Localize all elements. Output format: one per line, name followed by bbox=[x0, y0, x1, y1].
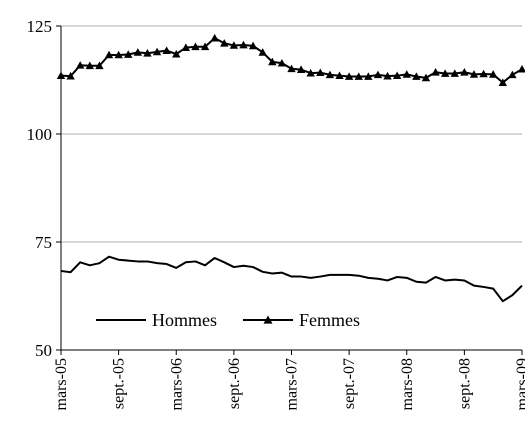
point-femmes bbox=[162, 46, 171, 54]
x-axis-tick-labels: mars-05 sept.-05 mars-06 sept.-06 mars-07 sep… bbox=[53, 358, 525, 410]
point-femmes bbox=[229, 41, 239, 49]
point-femmes bbox=[248, 41, 258, 50]
point-femmes bbox=[181, 43, 191, 51]
point-femmes bbox=[402, 70, 411, 78]
point-femmes bbox=[239, 40, 248, 49]
point-femmes bbox=[191, 42, 200, 51]
x-tick-label: sept.-06 bbox=[226, 358, 243, 409]
gridlines bbox=[61, 25, 522, 243]
point-femmes bbox=[488, 70, 498, 78]
legend-label-femmes: Femmes bbox=[299, 310, 360, 330]
legend-marker-femmes bbox=[263, 315, 273, 324]
x-tick-label: sept.-05 bbox=[111, 358, 128, 409]
point-femmes bbox=[133, 48, 143, 56]
point-femmes bbox=[85, 61, 95, 70]
point-femmes bbox=[344, 72, 354, 80]
point-femmes bbox=[383, 71, 392, 80]
legend-label-hommes: Hommes bbox=[152, 310, 217, 330]
point-femmes bbox=[287, 64, 296, 73]
point-femmes bbox=[431, 68, 440, 76]
point-femmes bbox=[277, 58, 287, 67]
series-line-hommes bbox=[60, 255, 523, 303]
axes bbox=[56, 25, 523, 355]
point-femmes bbox=[517, 65, 525, 73]
x-tick-label: mars-09 bbox=[514, 358, 525, 410]
point-femmes bbox=[66, 71, 75, 80]
point-femmes bbox=[95, 61, 104, 70]
point-femmes bbox=[325, 70, 335, 79]
point-femmes bbox=[498, 78, 507, 86]
point-femmes bbox=[440, 69, 450, 77]
point-femmes bbox=[268, 57, 277, 66]
point-femmes bbox=[210, 33, 219, 42]
point-femmes bbox=[200, 42, 210, 51]
x-tick-label: mars-05 bbox=[53, 358, 70, 410]
x-tick-label: sept.-07 bbox=[341, 358, 358, 409]
series-layer bbox=[56, 33, 525, 303]
point-femmes bbox=[76, 61, 85, 69]
point-femmes bbox=[469, 70, 479, 78]
point-femmes bbox=[114, 50, 123, 59]
x-tick-label: mars-06 bbox=[168, 358, 185, 410]
point-femmes bbox=[172, 49, 181, 58]
point-femmes bbox=[152, 47, 162, 56]
y-tick-label: 100 bbox=[27, 125, 53, 144]
point-femmes bbox=[104, 50, 114, 59]
point-femmes bbox=[392, 71, 402, 80]
x-tick-label: mars-07 bbox=[284, 358, 301, 410]
x-tick-label: sept.-08 bbox=[456, 358, 473, 409]
point-femmes bbox=[220, 39, 229, 47]
point-femmes bbox=[143, 49, 152, 57]
point-femmes bbox=[373, 70, 383, 79]
x-tick-label: mars-08 bbox=[399, 358, 416, 410]
point-femmes bbox=[316, 68, 325, 77]
point-femmes bbox=[450, 69, 459, 77]
point-femmes bbox=[306, 68, 315, 77]
point-femmes bbox=[258, 48, 267, 56]
point-femmes bbox=[354, 72, 363, 80]
point-femmes bbox=[124, 50, 133, 58]
point-femmes bbox=[508, 70, 517, 79]
point-femmes bbox=[364, 72, 373, 80]
point-femmes bbox=[460, 68, 469, 76]
legend: Hommes Femmes bbox=[92, 304, 382, 338]
y-tick-label: 50 bbox=[35, 341, 52, 360]
y-tick-label: 125 bbox=[27, 17, 53, 36]
point-femmes bbox=[421, 73, 431, 82]
point-femmes bbox=[296, 65, 306, 73]
point-femmes bbox=[412, 72, 421, 80]
y-axis-tick-labels: 50 75 100 125 bbox=[27, 17, 53, 360]
point-femmes bbox=[335, 71, 344, 80]
point-femmes bbox=[479, 69, 488, 78]
y-tick-label: 75 bbox=[35, 233, 52, 252]
point-femmes bbox=[56, 71, 66, 80]
